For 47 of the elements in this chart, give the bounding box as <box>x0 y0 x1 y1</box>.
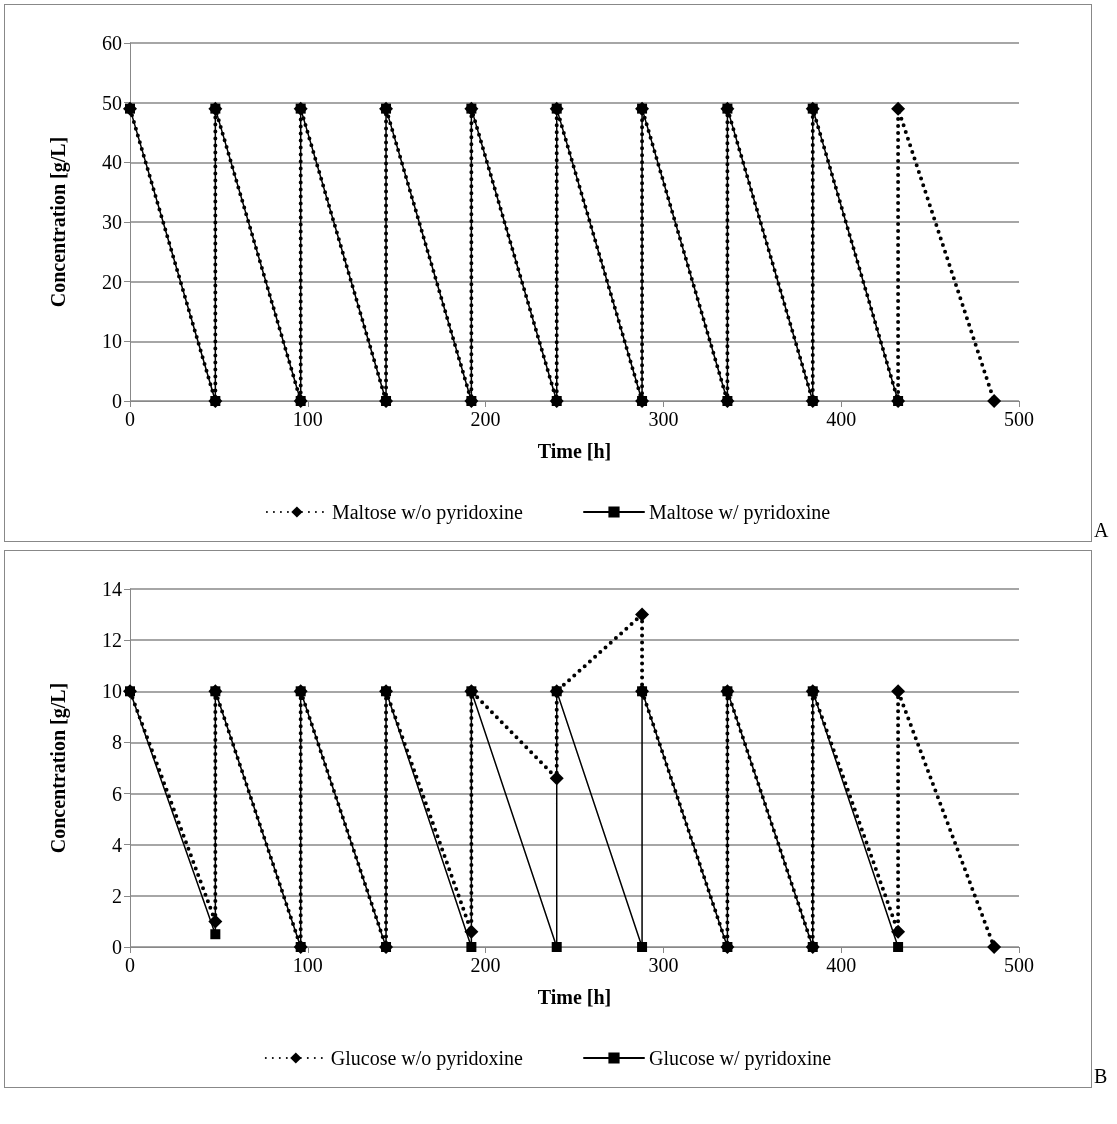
point <box>210 929 221 940</box>
point <box>635 607 650 622</box>
y-tick-label: 10 <box>102 330 122 353</box>
x-tick-label: 300 <box>648 954 679 976</box>
x-axis-title: Time [h] <box>537 986 612 1008</box>
y-tick-label: 0 <box>112 390 122 412</box>
x-tick-label: 200 <box>470 954 501 976</box>
point <box>891 684 906 699</box>
y-tick-label: 14 <box>102 578 122 600</box>
y-axis-title: Concentration [g/L] <box>47 136 70 308</box>
x-tick-label: 400 <box>826 408 857 430</box>
legend-label: Maltose w/ pyridoxine <box>649 501 831 524</box>
x-axis-title: Time [h] <box>537 440 612 462</box>
y-tick-label: 50 <box>102 91 122 114</box>
y-tick-label: 10 <box>102 680 122 703</box>
point <box>464 924 479 939</box>
y-tick-label: 4 <box>112 833 122 856</box>
x-tick-label: 300 <box>648 408 679 430</box>
x-tick-label: 100 <box>292 954 323 976</box>
point <box>466 942 477 952</box>
point <box>891 924 906 939</box>
y-tick-label: 60 <box>102 32 122 54</box>
y-tick-label: 12 <box>102 629 122 652</box>
y-tick-label: 40 <box>102 151 122 174</box>
x-tick-label: 500 <box>1004 408 1034 430</box>
y-tick-label: 30 <box>102 211 122 233</box>
point <box>893 942 904 952</box>
point <box>208 914 223 929</box>
text: A <box>1094 519 1109 542</box>
text: B <box>1094 1065 1108 1088</box>
point <box>551 942 562 952</box>
y-tick-label: 2 <box>112 884 122 907</box>
y-tick-label: 8 <box>112 731 122 754</box>
legend-label: Glucose w/ pyridoxine <box>649 1047 832 1070</box>
point <box>637 942 648 952</box>
y-axis-title: Concentration [g/L] <box>47 682 70 854</box>
point <box>987 940 1002 954</box>
y-tick-label: 0 <box>112 936 122 958</box>
legend-label: Glucose w/o pyridoxine <box>330 1047 524 1070</box>
x-tick-label: 200 <box>470 408 501 430</box>
x-tick-label: 500 <box>1004 954 1034 976</box>
x-tick-label: 100 <box>292 408 323 430</box>
point <box>549 771 564 786</box>
y-tick-label: 20 <box>102 270 122 293</box>
legend-label: Maltose w/o pyridoxine <box>331 501 524 524</box>
x-tick-label: 400 <box>826 954 857 976</box>
y-tick-label: 6 <box>112 782 122 805</box>
